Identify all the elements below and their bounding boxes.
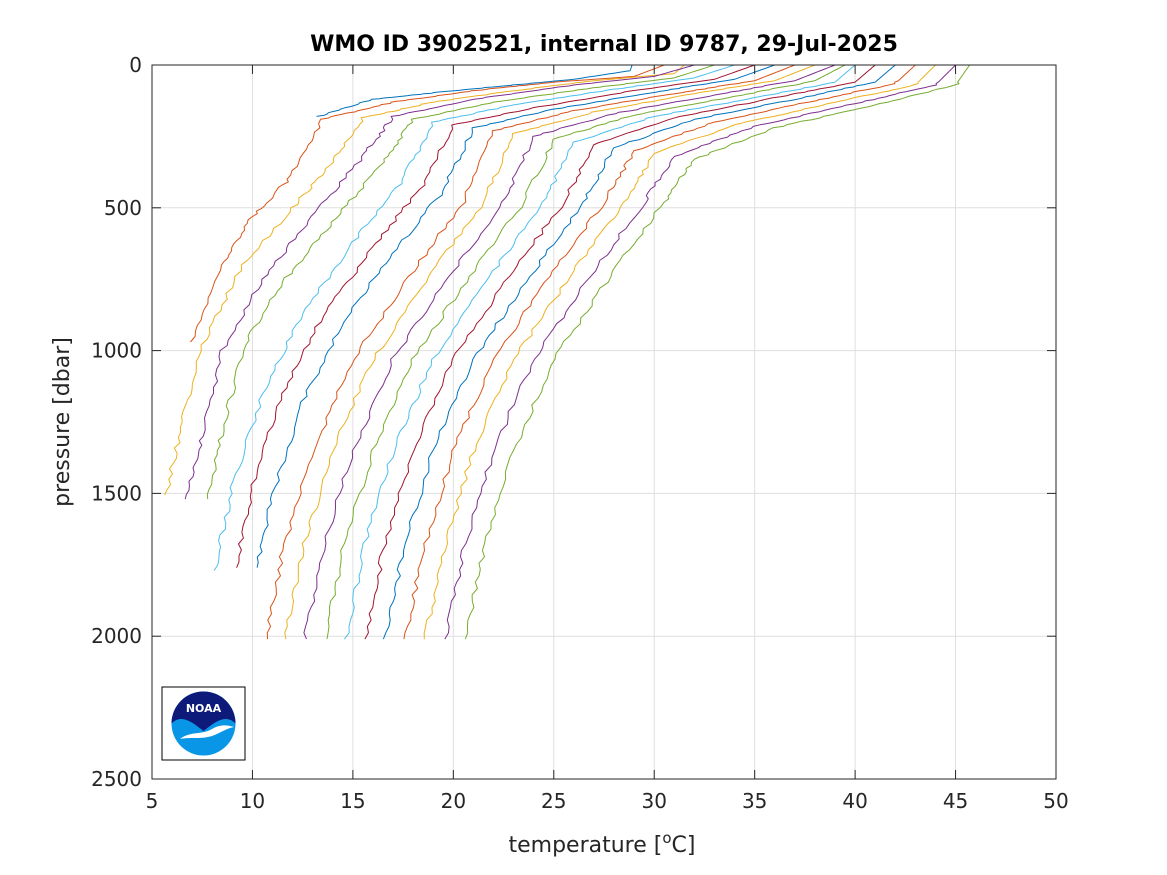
profile-line <box>423 64 936 640</box>
logo-disc-dark <box>171 691 236 731</box>
noaa-logo: NOAA <box>161 686 246 761</box>
y-axis-label: pressure [dbar] <box>50 337 75 507</box>
profile-line <box>326 64 846 640</box>
profile-line <box>343 64 856 640</box>
profile-line <box>403 64 916 640</box>
y-tick-label: 0 <box>129 53 142 77</box>
plot-background <box>152 65 1056 779</box>
profile-lines <box>164 64 971 640</box>
grid-lines <box>152 65 1056 779</box>
x-tick-label: 25 <box>541 789 566 813</box>
x-axis-label-suffix: C] <box>672 833 696 858</box>
profile-line <box>316 64 633 117</box>
profile-line <box>284 64 816 640</box>
logo-text: NOAA <box>186 702 222 715</box>
y-tick-label: 1500 <box>91 481 142 505</box>
plot-frame <box>151 64 1057 780</box>
profile-line <box>256 64 775 568</box>
x-tick-label: 5 <box>146 789 159 813</box>
profile-line <box>364 64 876 640</box>
x-tick-label: 45 <box>943 789 968 813</box>
y-tick-label: 2000 <box>91 624 142 648</box>
x-axis-label: temperature [oC] <box>508 829 695 858</box>
x-tick-label: 40 <box>842 789 867 813</box>
x-tick-label: 35 <box>742 789 767 813</box>
chart-title: WMO ID 3902521, internal ID 9787, 29-Jul… <box>310 32 898 57</box>
x-tick-label: 20 <box>441 789 466 813</box>
x-axis-label-superscript: o <box>662 829 671 847</box>
y-tick-label: 1000 <box>91 339 142 363</box>
profile-line <box>184 64 695 500</box>
profile-line <box>236 64 755 568</box>
profile-line <box>213 64 735 571</box>
x-tick-label: 10 <box>240 789 265 813</box>
profile-line <box>206 64 715 500</box>
profile-line <box>164 64 685 496</box>
profile-line <box>464 64 971 640</box>
profile-line <box>382 64 896 640</box>
profile-line <box>266 64 795 640</box>
y-tick-label: 500 <box>104 196 142 220</box>
x-tick-label: 50 <box>1043 789 1068 813</box>
y-tick-label: 2500 <box>91 767 142 791</box>
profile-line <box>444 64 956 640</box>
profile-line <box>303 64 836 640</box>
x-tick-label: 30 <box>641 789 666 813</box>
x-tick-label: 15 <box>340 789 365 813</box>
profile-line <box>190 64 665 343</box>
x-axis-label-prefix: temperature [ <box>508 833 662 858</box>
logo-gull <box>180 725 234 739</box>
